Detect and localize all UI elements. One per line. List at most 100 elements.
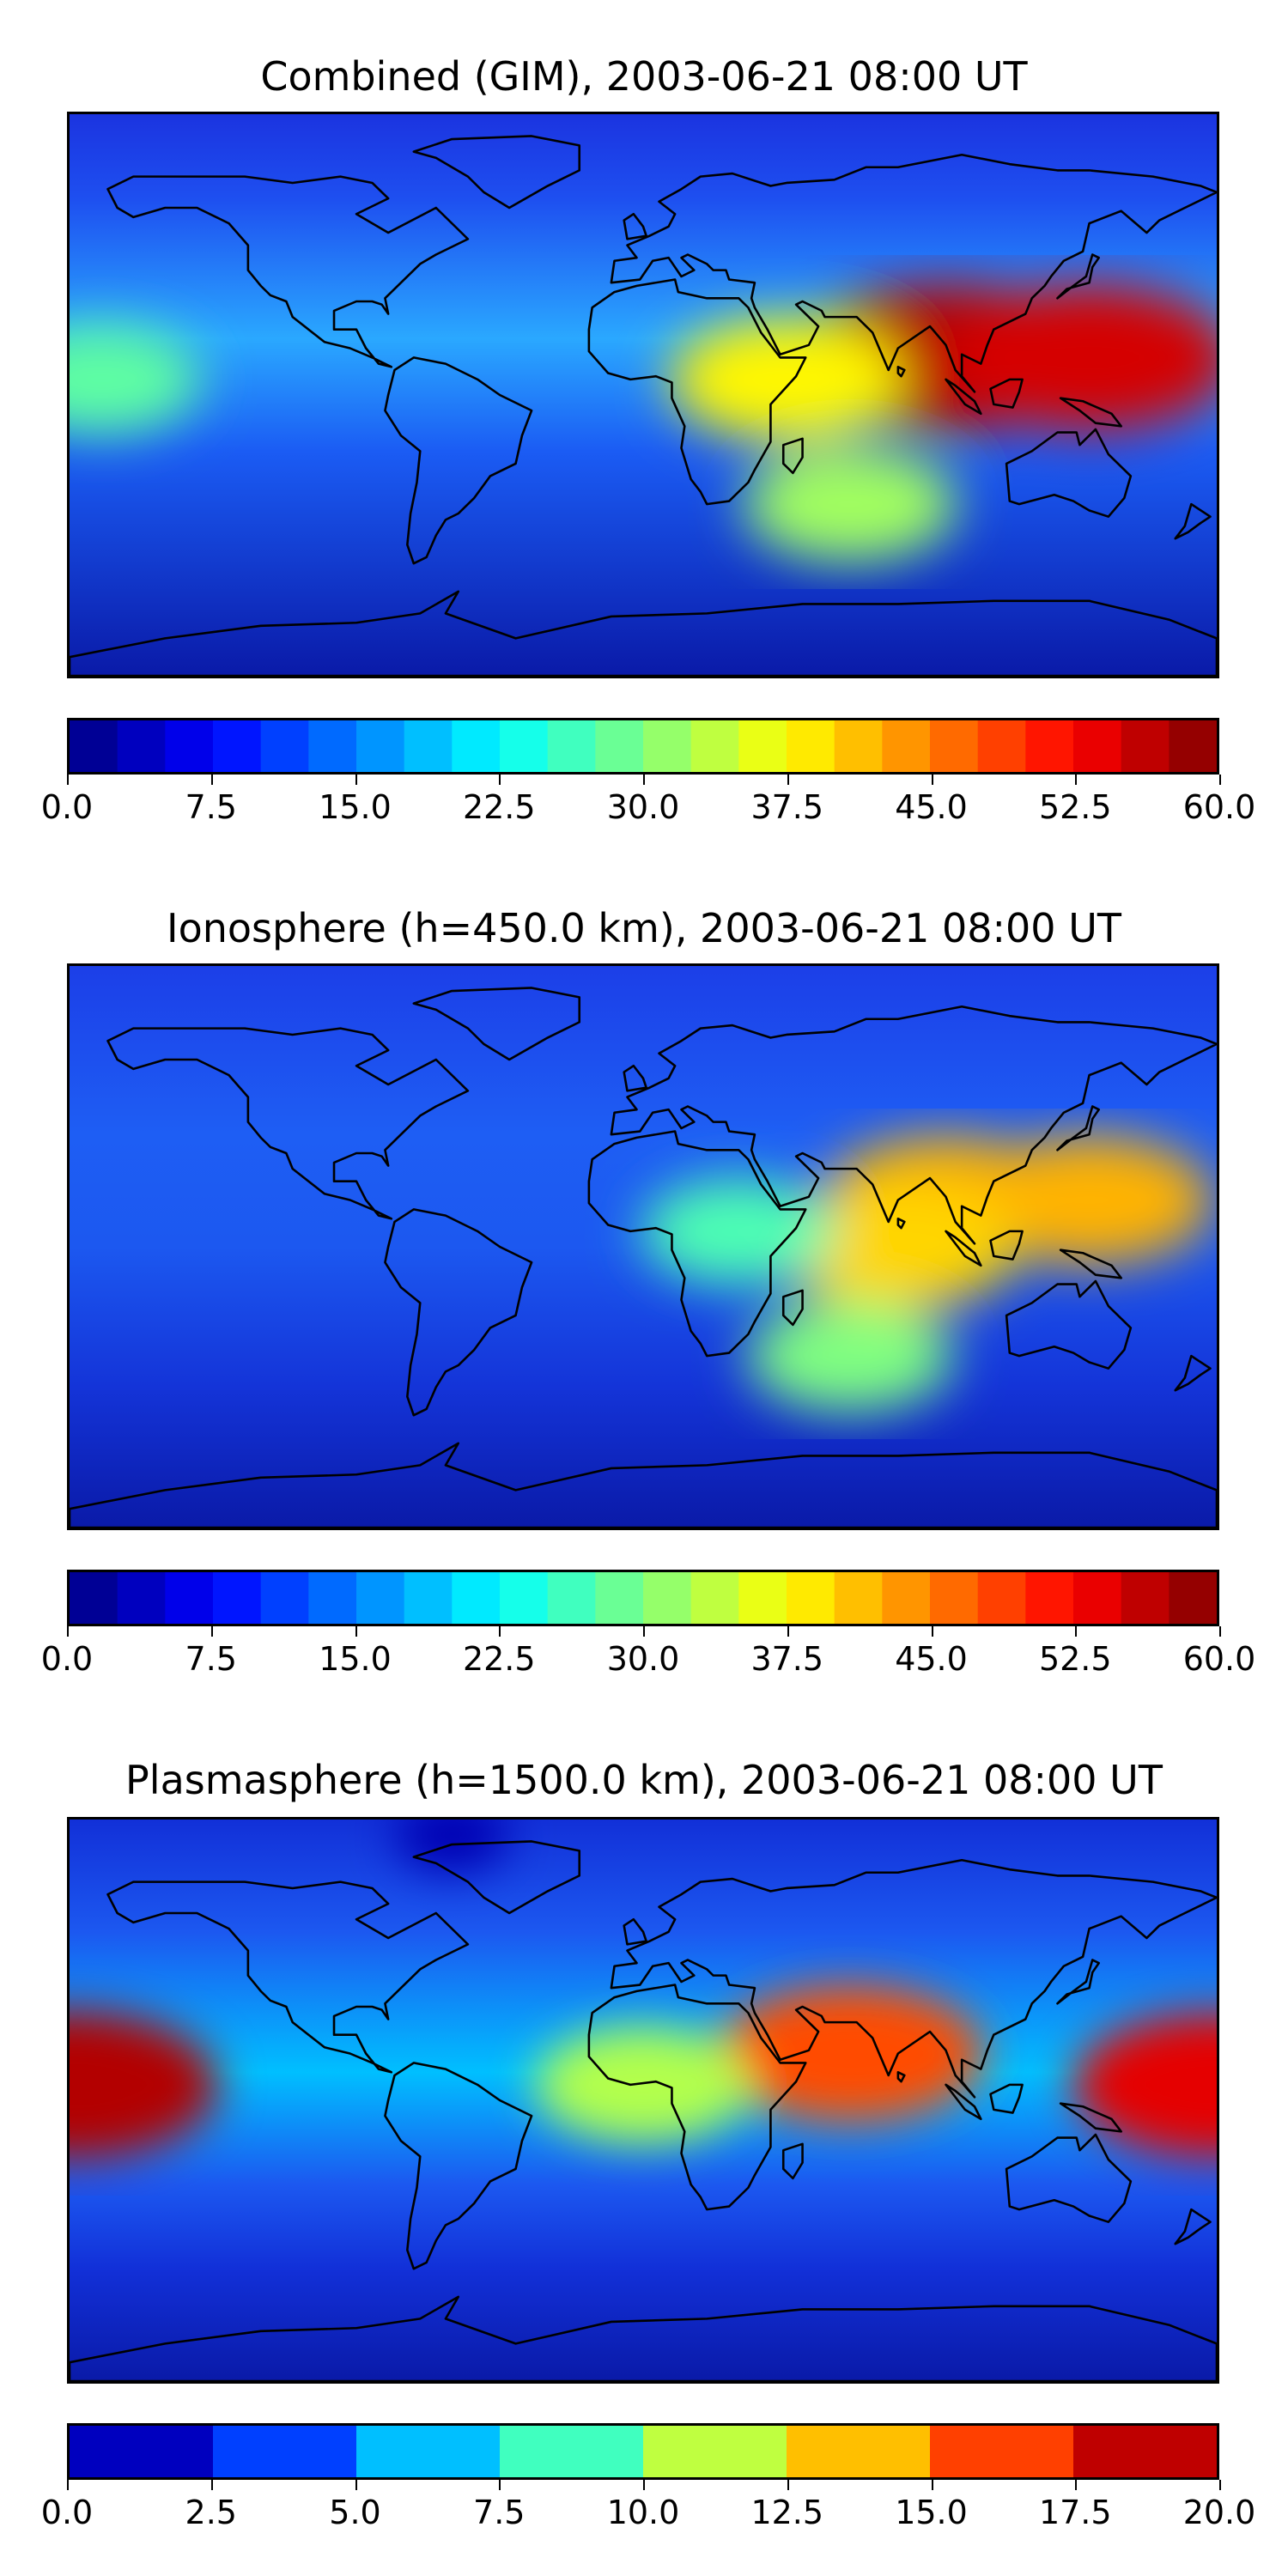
coastline <box>781 437 804 475</box>
panel-3-tick-label: 15.0 <box>895 2494 968 2531</box>
panel-2-tick-mark <box>1075 1626 1078 1637</box>
panel-2-tick-mark <box>787 1626 789 1637</box>
colorbar-level-swatch <box>882 720 931 772</box>
coastline <box>412 987 581 1061</box>
colorbar-level-swatch <box>308 720 357 772</box>
colorbar-level-swatch <box>308 1572 357 1624</box>
field-feature <box>744 447 957 562</box>
coastline <box>623 212 647 240</box>
panel-1-colorbar <box>67 718 1219 775</box>
panel-3-tick-mark <box>67 2480 69 2490</box>
panel-1-tick-label: 60.0 <box>1182 788 1256 826</box>
colorbar-level-swatch <box>643 2426 787 2477</box>
colorbar-level-swatch <box>1025 1572 1074 1624</box>
panel-3-tick-mark <box>1075 2480 1078 2490</box>
colorbar-level-swatch <box>70 720 118 772</box>
colorbar-level-swatch <box>977 720 1026 772</box>
panel-1-title: Combined (GIM), 2003-06-21 08:00 UT <box>260 53 1028 100</box>
coastline <box>587 278 807 506</box>
panel-1-tick-mark <box>355 775 357 785</box>
panel-1-colorbar-svg <box>70 720 1217 772</box>
panel-2-tick-label: 60.0 <box>1182 1640 1256 1678</box>
colorbar-level-swatch <box>213 1572 262 1624</box>
colorbar-level-swatch <box>117 1572 166 1624</box>
coastline <box>623 1064 647 1092</box>
colorbar-level-swatch <box>834 1572 883 1624</box>
field-feature <box>966 1136 1212 1264</box>
colorbar-level-swatch <box>547 720 596 772</box>
panel-2-tick-mark <box>499 1626 501 1637</box>
coastline <box>989 378 1024 409</box>
panel-1-tick-label: 45.0 <box>895 788 968 826</box>
coastline <box>623 1917 647 1946</box>
coastline <box>70 1442 1217 1528</box>
colorbar-level-swatch <box>1073 2426 1217 2477</box>
colorbar-level-swatch <box>356 2426 501 2477</box>
coastline <box>945 1230 982 1267</box>
coastline <box>945 2083 982 2121</box>
panel-2-tick-mark <box>210 1626 213 1637</box>
coastline <box>106 1880 470 2074</box>
panel-3-tick-mark <box>643 2480 645 2490</box>
colorbar-level-swatch <box>213 2426 357 2477</box>
panel-2-coastlines <box>70 987 1217 1528</box>
colorbar-level-swatch <box>787 1572 835 1624</box>
coastline <box>896 1218 906 1230</box>
colorbar-level-swatch <box>930 2426 1074 2477</box>
coastline <box>610 1858 1217 2099</box>
panel-3-tick-label: 20.0 <box>1182 2494 1256 2531</box>
colorbar-level-swatch <box>643 720 692 772</box>
colorbar-level-swatch <box>404 720 453 772</box>
colorbar-level-swatch <box>834 720 883 772</box>
panel-3-tick-mark <box>931 2480 933 2490</box>
colorbar-level-swatch <box>690 1572 739 1624</box>
colorbar-level-swatch <box>1121 720 1170 772</box>
coastline <box>1005 428 1133 518</box>
panel-2-tick-label: 30.0 <box>606 1640 680 1678</box>
colorbar-level-swatch <box>1073 1572 1122 1624</box>
coastline <box>384 356 533 565</box>
panel-1-tick-label: 30.0 <box>606 788 680 826</box>
field-feature <box>70 2010 219 2160</box>
coastline <box>1059 2102 1122 2133</box>
panel-1-tick-label: 15.0 <box>319 788 392 826</box>
panel-1-tick-mark <box>787 775 789 785</box>
field-feature <box>747 1300 953 1412</box>
colorbar-level-swatch <box>930 720 979 772</box>
panel-1-tick-mark <box>1219 775 1221 785</box>
panel-2-tick-label: 0.0 <box>40 1640 94 1678</box>
coastline <box>587 1984 807 2211</box>
colorbar-level-swatch <box>165 720 214 772</box>
panel-1-tick-mark <box>1075 775 1078 785</box>
coastline <box>106 175 470 368</box>
panel-3-tick-label: 7.5 <box>473 2494 526 2531</box>
coastline <box>384 1208 533 1417</box>
colorbar-level-swatch <box>500 2426 644 2477</box>
coastline <box>945 378 982 416</box>
colorbar-level-swatch <box>787 2426 931 2477</box>
colorbar-level-swatch <box>882 1572 931 1624</box>
coastline <box>384 2062 533 2270</box>
panel-3-map <box>67 1817 1219 2384</box>
panel-3-colorbar <box>67 2423 1219 2480</box>
colorbar-level-swatch <box>1025 720 1074 772</box>
coastline <box>610 1005 1217 1245</box>
panel-2-colorbar-ticks: 0.0 7.5 15.0 22.5 30.0 37.5 45.0 52.5 60… <box>41 1626 1255 1678</box>
panel-2-tick-label: 15.0 <box>319 1640 392 1678</box>
panel-1-tick-mark <box>67 775 69 785</box>
panel-1-coastlines <box>70 135 1217 676</box>
coastline <box>781 2142 804 2180</box>
colorbar-level-swatch <box>1169 1572 1217 1624</box>
panel-1-map <box>67 112 1219 678</box>
panel-3-tick-label: 5.0 <box>329 2494 381 2531</box>
panel-1-tick-mark <box>931 775 933 785</box>
coastline <box>1005 1279 1133 1370</box>
coastline <box>989 1230 1024 1261</box>
field-feature <box>641 1177 836 1285</box>
panel-2-title: Ionosphere (h=450.0 km), 2003-06-21 08:0… <box>167 905 1121 951</box>
colorbar-level-swatch <box>165 1572 214 1624</box>
colorbar-level-swatch <box>404 1572 453 1624</box>
panel-1-tick-mark <box>643 775 645 785</box>
panel-2-tick-mark <box>643 1626 645 1637</box>
colorbar-level-swatch <box>452 720 501 772</box>
